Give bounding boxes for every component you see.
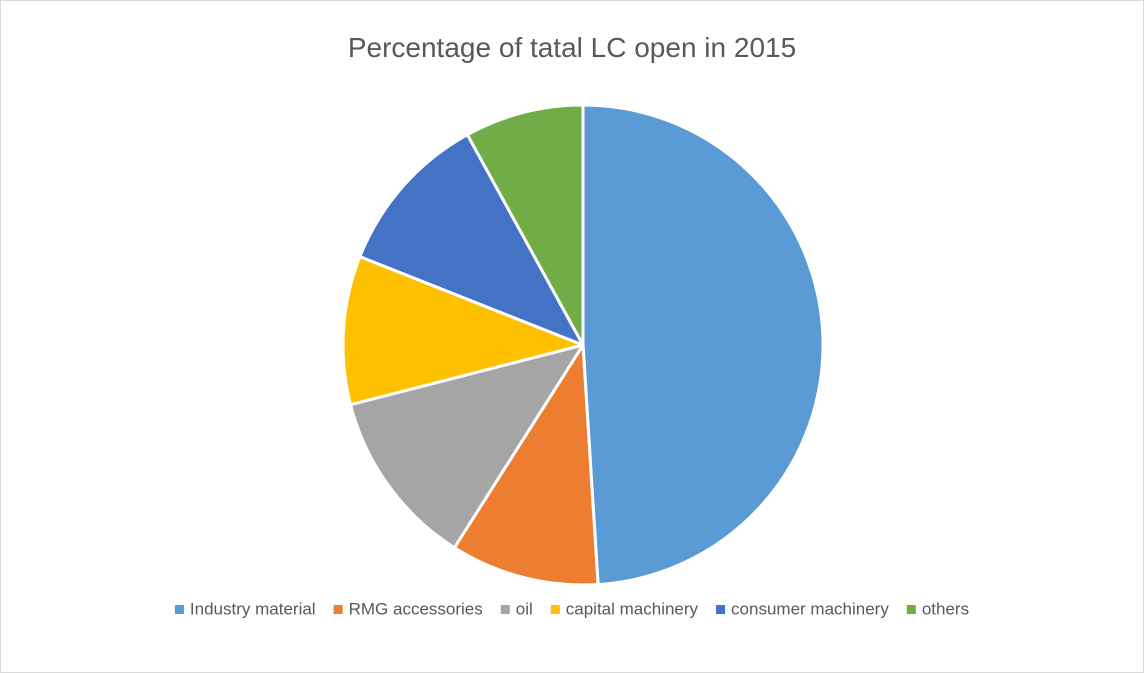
pie [341, 103, 825, 587]
legend-label: capital machinery [566, 599, 699, 618]
pie-slice [465, 103, 585, 347]
legend-item: RMG accessories [333, 599, 483, 618]
pie-slice [349, 343, 585, 550]
legend: Industry material RMG accessories oil capit… [174, 599, 969, 618]
legend-item: oil [500, 599, 533, 618]
legend-swatch [550, 605, 560, 614]
legend-swatch [174, 605, 184, 614]
pie-slice [452, 343, 600, 587]
legend-item: Industry material [174, 599, 316, 618]
pie-slice [581, 103, 825, 587]
legend-swatch [906, 605, 916, 614]
legend-label: oil [516, 599, 533, 618]
pie-slice [358, 133, 585, 347]
legend-item: capital machinery [550, 599, 699, 618]
legend-swatch [500, 605, 510, 614]
legend-label: consumer machinery [731, 599, 889, 618]
legend-item: others [906, 599, 969, 618]
chart-title: Percentage of tatal LC open in 2015 [348, 32, 796, 63]
legend-swatch [333, 605, 343, 614]
legend-swatch [716, 605, 726, 614]
pie-slice [341, 255, 585, 407]
legend-label: RMG accessories [349, 599, 483, 618]
legend-label: Industry material [190, 599, 316, 618]
legend-item: consumer machinery [716, 599, 889, 618]
legend-label: others [922, 599, 969, 618]
